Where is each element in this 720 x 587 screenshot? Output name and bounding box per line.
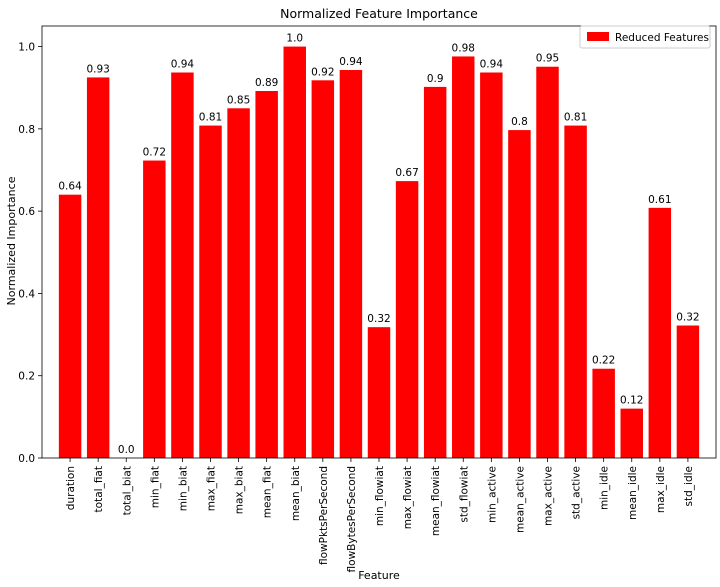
bar-value-label: 0.8 xyxy=(511,116,528,128)
bar-value-label: 0.32 xyxy=(676,312,699,324)
x-tick-label: min_biat xyxy=(177,466,189,511)
x-axis-label: Feature xyxy=(358,569,400,582)
bar xyxy=(311,80,335,459)
bar-value-label: 0.0 xyxy=(118,444,135,456)
bar-value-label: 0.22 xyxy=(592,355,615,367)
bar-value-label: 0.94 xyxy=(171,58,195,70)
x-tick-label: min_active xyxy=(486,466,498,523)
x-tick-label: max_idle xyxy=(655,466,667,513)
bar-value-label: 0.92 xyxy=(311,66,334,78)
bar xyxy=(86,77,110,458)
bar xyxy=(452,56,475,459)
y-tick-label: 0.2 xyxy=(18,371,35,383)
bar-value-label: 0.94 xyxy=(339,56,363,68)
legend-swatch xyxy=(587,32,609,41)
bar-value-label: 0.12 xyxy=(620,395,643,407)
bar-value-label: 0.85 xyxy=(227,94,250,106)
bar-value-label: 0.67 xyxy=(395,167,418,179)
x-tick-label: mean_fiat xyxy=(262,466,274,518)
bar xyxy=(199,125,222,459)
bar xyxy=(395,181,419,458)
bar-value-label: 0.61 xyxy=(648,194,671,206)
bar xyxy=(564,125,587,459)
x-tick-label: min_fiat xyxy=(149,466,161,508)
x-tick-label: flowBytesPerSecond xyxy=(346,466,358,572)
bar-value-label: 0.93 xyxy=(86,63,109,75)
bar xyxy=(423,86,447,459)
bar-value-label: 0.9 xyxy=(427,73,444,85)
bar-value-label: 0.81 xyxy=(199,112,222,124)
bar xyxy=(58,194,82,458)
axes-frame xyxy=(41,25,717,459)
x-tick-label: min_idle xyxy=(599,466,611,510)
bar xyxy=(648,207,672,458)
x-tick-label: max_active xyxy=(543,466,555,526)
x-tick-label: mean_idle xyxy=(627,466,639,520)
bar-value-label: 0.32 xyxy=(367,313,390,325)
bar xyxy=(227,108,250,459)
bar-value-label: 0.81 xyxy=(564,112,587,124)
bar-value-label: 0.98 xyxy=(452,42,475,54)
bar xyxy=(592,368,615,458)
bar xyxy=(676,325,700,458)
x-tick-label: mean_biat xyxy=(290,466,302,521)
x-tick-label: std_active xyxy=(571,466,583,519)
chart-title: Normalized Feature Importance xyxy=(280,6,478,21)
bar xyxy=(480,72,503,459)
x-tick-label: duration xyxy=(65,466,77,510)
x-tick-label: std_idle xyxy=(683,466,695,506)
bar xyxy=(620,408,643,458)
x-tick-label: total_fiat xyxy=(93,466,105,512)
bar-value-label: 0.64 xyxy=(58,181,82,193)
x-tick-label: mean_flowiat xyxy=(430,466,442,536)
y-tick-label: 0.8 xyxy=(18,124,35,136)
y-tick-label: 1.0 xyxy=(18,42,35,54)
bar-value-label: 0.95 xyxy=(536,53,559,65)
bar xyxy=(143,160,166,458)
bar xyxy=(367,327,391,458)
legend-label: Reduced Features xyxy=(615,32,709,44)
bar-value-label: 1.0 xyxy=(286,33,303,45)
bar xyxy=(255,91,278,459)
bar xyxy=(171,72,194,459)
x-tick-label: max_fiat xyxy=(206,466,218,511)
y-tick-label: 0.0 xyxy=(18,453,35,465)
bar xyxy=(536,66,559,458)
x-tick-label: min_flowiat xyxy=(374,466,386,526)
bar-value-label: 0.72 xyxy=(143,147,166,159)
y-axis-label: Normalized Importance xyxy=(5,176,18,305)
x-tick-label: std_flowiat xyxy=(458,466,470,523)
plot-area: 0.0 0.2 0.4 0.6 0.8 1.0 0.64 duration 0.93 total_… xyxy=(18,25,717,572)
bar-value-label: 0.89 xyxy=(255,77,278,89)
bar xyxy=(508,130,531,458)
legend: Reduced Features xyxy=(579,25,711,49)
y-tick-label: 0.4 xyxy=(18,288,35,300)
bar-value-label: 0.94 xyxy=(480,58,504,70)
x-tick-label: total_biat xyxy=(121,466,133,515)
y-tick-label: 0.6 xyxy=(18,206,35,218)
legend-frame xyxy=(579,25,711,49)
bar xyxy=(339,70,363,458)
x-tick-label: mean_active xyxy=(514,466,526,533)
x-tick-label: max_biat xyxy=(234,466,246,514)
x-tick-label: max_flowiat xyxy=(402,466,414,529)
x-tick-label: flowPktsPerSecond xyxy=(318,466,330,565)
bar xyxy=(283,46,306,458)
